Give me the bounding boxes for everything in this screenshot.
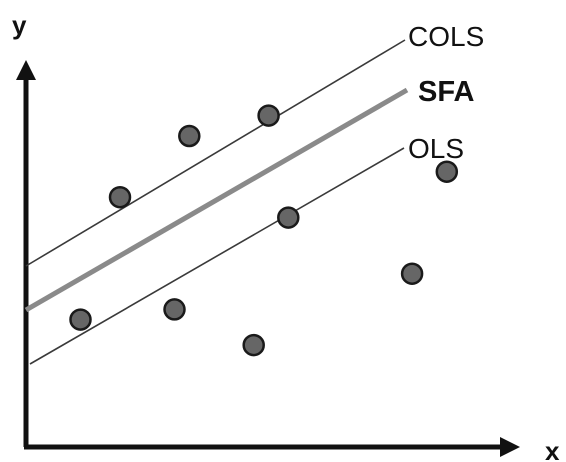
sfa-line [24, 87, 409, 313]
x-axis-label: x [545, 436, 560, 462]
cols-label: COLS [408, 21, 484, 52]
cols-line [25, 39, 406, 267]
x-axis-arrow [500, 437, 520, 457]
data-point [277, 206, 300, 229]
data-point [163, 298, 186, 321]
data-point [400, 262, 424, 285]
data-point [178, 124, 201, 148]
y-axis-arrow [16, 60, 36, 80]
data-point [435, 160, 459, 183]
data-point [257, 104, 280, 127]
data-point [242, 333, 265, 357]
data-point [108, 185, 132, 209]
sfa-label: SFA [418, 76, 474, 108]
ols-label: OLS [408, 133, 464, 164]
ols-line [29, 147, 405, 365]
y-axis-label: y [12, 10, 27, 40]
data-point [69, 308, 92, 331]
data-points [69, 104, 459, 357]
